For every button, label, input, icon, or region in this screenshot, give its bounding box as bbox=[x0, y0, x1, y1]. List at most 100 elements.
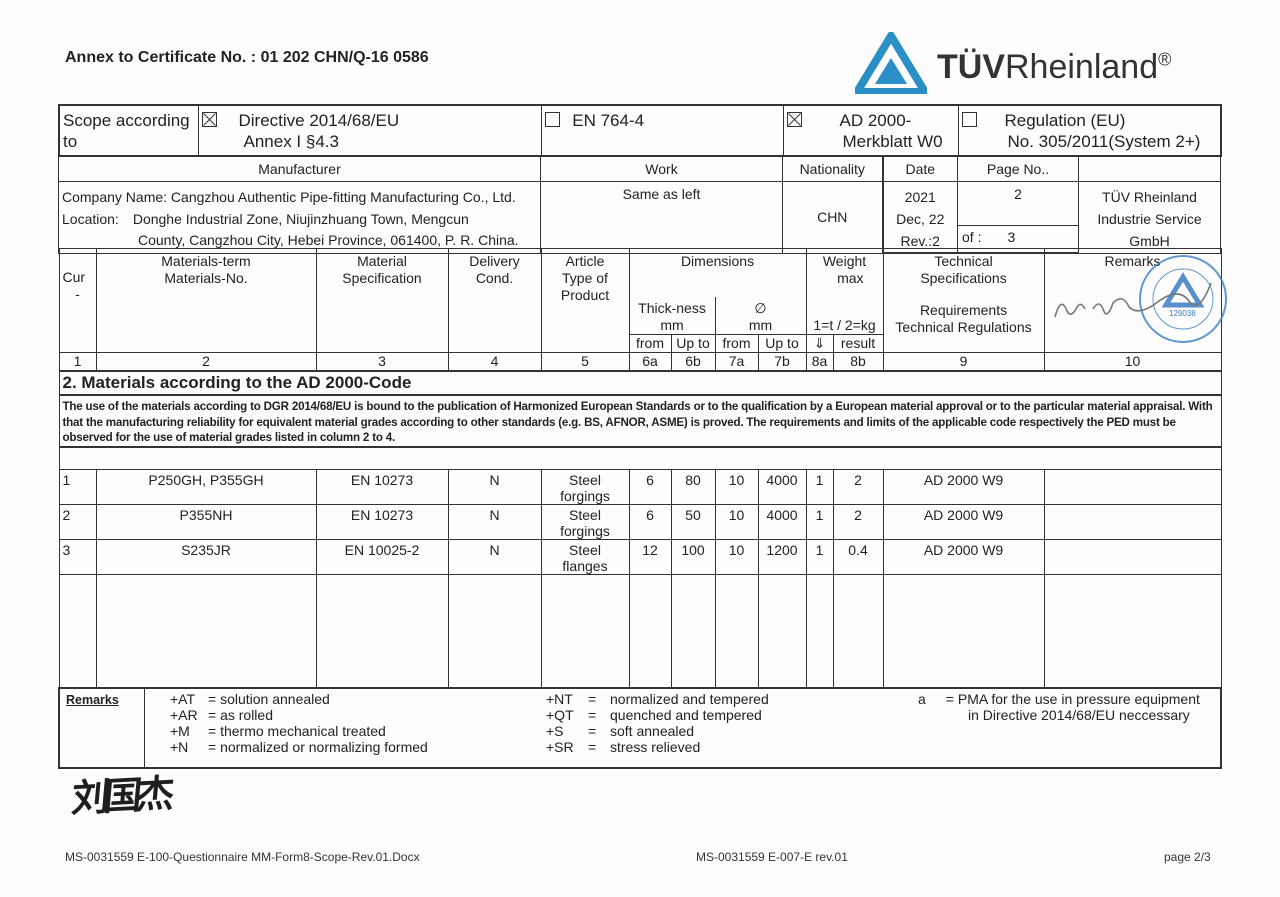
section-paragraph: The use of the materials according to DG… bbox=[58, 394, 1222, 448]
scope-option-ad2000[interactable]: AD 2000- Merkblatt W0 bbox=[782, 104, 959, 157]
cell-article: Steel flanges bbox=[540, 539, 630, 575]
cell-remarks bbox=[1043, 539, 1222, 575]
col-6a: from bbox=[628, 334, 672, 353]
svg-text:129038: 129038 bbox=[1169, 309, 1196, 318]
col-weight: Weight max 1=t / 2=kg bbox=[805, 248, 884, 335]
remark-item: +N = normalized or normalizing formed bbox=[170, 738, 428, 755]
issuer: TÜV Rheinland Industrie Service GmbH bbox=[1078, 181, 1221, 254]
table-row: 1 P250GH, P355GH EN 10273 N Steel forgings 6 8… bbox=[58, 469, 1222, 505]
col-7a: from bbox=[714, 334, 759, 353]
remark-item: +AT = solution annealed bbox=[170, 690, 330, 707]
cell-delivery: N bbox=[447, 504, 542, 540]
cell-w-unit: 1 bbox=[805, 469, 834, 505]
work-value: Same as left bbox=[540, 181, 783, 254]
checkbox-empty-icon[interactable] bbox=[961, 112, 977, 127]
company-name: Company Name: Cangzhou Authentic Pipe-fi… bbox=[62, 189, 516, 205]
checkbox-empty-icon[interactable] bbox=[544, 112, 560, 127]
materials-table: Cur - Materials-term Materials-No. Materia… bbox=[57, 248, 1227, 769]
col-delivery: Delivery Cond. bbox=[447, 248, 542, 353]
tuv-logo-text: TÜVRheinland® bbox=[937, 48, 1172, 86]
cell-article: Steel forgings bbox=[540, 504, 630, 540]
remark-item: +NT = normalized and tempered bbox=[546, 690, 769, 707]
cell-cur: 3 bbox=[58, 539, 97, 575]
cell-d-to: 1200 bbox=[757, 539, 807, 575]
cell-cur: 2 bbox=[58, 504, 97, 540]
cell-t-from: 6 bbox=[628, 469, 672, 505]
scope-option-en764[interactable]: EN 764-4 bbox=[540, 104, 784, 157]
cell-remarks bbox=[1043, 504, 1222, 540]
col-remarks: Remarks 129038 bbox=[1043, 248, 1227, 353]
cell-t-to: 100 bbox=[670, 539, 716, 575]
column-number: 6b bbox=[670, 352, 716, 372]
column-number: 3 bbox=[315, 352, 449, 372]
checkbox-checked-icon[interactable] bbox=[786, 112, 802, 127]
cell-d-to: 4000 bbox=[757, 469, 807, 505]
remarks-label: Remarks bbox=[66, 692, 119, 707]
company-info: Company Name: Cangzhou Authentic Pipe-fi… bbox=[58, 181, 541, 254]
cell-d-from: 10 bbox=[714, 539, 759, 575]
column-number: 4 bbox=[447, 352, 542, 372]
col-dimensions: Dimensions bbox=[628, 248, 807, 297]
tuv-logo: TÜVRheinland® bbox=[849, 28, 1171, 99]
cell-t-to: 80 bbox=[670, 469, 716, 505]
column-number: 6a bbox=[628, 352, 672, 372]
cell-w-unit: 1 bbox=[805, 539, 834, 575]
column-number: 9 bbox=[882, 352, 1045, 372]
nationality-value: CHN bbox=[782, 181, 883, 254]
manufacturer-table: Manufacturer Work Nationality Date Page No..… bbox=[58, 155, 1221, 254]
checkbox-checked-icon[interactable] bbox=[201, 112, 217, 127]
cell-tech: AD 2000 W9 bbox=[882, 539, 1045, 575]
page-header: Page No.. bbox=[957, 155, 1079, 182]
footer-form-id: MS-0031559 E-007-E rev.01 bbox=[696, 850, 848, 864]
cell-remarks bbox=[1043, 469, 1222, 505]
remark-item: +S = soft annealed bbox=[546, 722, 695, 739]
date-value: 2021 Dec, 22 Rev.:2 bbox=[881, 181, 958, 254]
cell-article: Steel forgings bbox=[540, 469, 630, 505]
issuer-header bbox=[1078, 155, 1221, 182]
tuv-stamp-and-signature: 129038 bbox=[1053, 255, 1227, 343]
manufacturer-header: Manufacturer bbox=[58, 155, 541, 182]
cell-d-from: 10 bbox=[714, 504, 759, 540]
column-number: 2 bbox=[95, 352, 317, 372]
date-header: Date bbox=[881, 155, 958, 182]
column-number: 8a bbox=[805, 352, 834, 372]
col-technical: Technical Specifications Requirements Techn… bbox=[882, 248, 1045, 353]
tuv-triangle-icon bbox=[849, 28, 933, 96]
nationality-header: Nationality bbox=[782, 155, 883, 182]
cell-delivery: N bbox=[447, 469, 542, 505]
cell-spec: EN 10273 bbox=[315, 504, 449, 540]
col-6b: Up to bbox=[670, 334, 716, 353]
cell-tech: AD 2000 W9 bbox=[882, 504, 1045, 540]
table-row: 3 S235JR EN 10025-2 N Steel flanges 12 100 10 12… bbox=[58, 539, 1222, 575]
handwritten-signature: 刘国杰 bbox=[69, 770, 171, 821]
remark-a: a = PMA for the use in pressure equipment… bbox=[918, 690, 1200, 723]
cell-t-from: 6 bbox=[628, 504, 672, 540]
remark-item: +QT = quenched and tempered bbox=[546, 706, 762, 723]
col-spec: Material Specification bbox=[315, 248, 449, 353]
footer-filename: MS-0031559 E-100-Questionnaire MM-Form8-… bbox=[65, 850, 420, 864]
cell-material: P355NH bbox=[95, 504, 317, 540]
cell-d-to: 4000 bbox=[757, 504, 807, 540]
cell-material: P250GH, P355GH bbox=[95, 469, 317, 505]
column-numbers-row: 1 2 3 4 5 6a 6b 7a 7b 8a 8b 9 10 bbox=[58, 352, 1222, 372]
table-row: 2 P355NH EN 10273 N Steel forgings 6 50 10 4000 1… bbox=[58, 504, 1222, 540]
cell-w-unit: 1 bbox=[805, 504, 834, 540]
remark-item: +M = thermo mechanical treated bbox=[170, 722, 386, 739]
col-thickness: Thick-ness mm bbox=[628, 296, 716, 335]
col-material: Materials-term Materials-No. bbox=[95, 248, 317, 353]
cell-cur: 1 bbox=[58, 469, 97, 505]
blank-row bbox=[58, 446, 1222, 470]
cell-d-from: 10 bbox=[714, 469, 759, 505]
col-diameter: ∅ mm bbox=[714, 296, 807, 335]
cell-material: S235JR bbox=[95, 539, 317, 575]
col-7b: Up to bbox=[757, 334, 807, 353]
empty-row bbox=[58, 574, 1222, 688]
scope-option-directive[interactable]: Directive 2014/68/EU Annex I §4.3 bbox=[197, 104, 542, 157]
remark-item: +AR = as rolled bbox=[170, 706, 273, 723]
scope-table: Scope according to Directive 2014/68/EU A… bbox=[58, 104, 1222, 157]
scope-option-regulation[interactable]: Regulation (EU) No. 305/2011(System 2+) bbox=[957, 104, 1222, 157]
cell-spec: EN 10273 bbox=[315, 469, 449, 505]
col-8a: ⇓ bbox=[805, 334, 834, 353]
cell-delivery: N bbox=[447, 539, 542, 575]
